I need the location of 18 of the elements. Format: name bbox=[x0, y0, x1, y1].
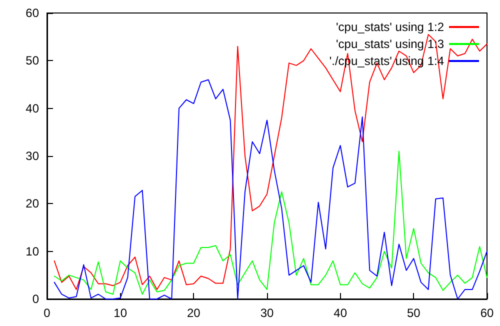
x-tick-label: 20 bbox=[186, 306, 201, 320]
x-tick-label: 30 bbox=[260, 306, 274, 320]
y-tick-label: 10 bbox=[26, 244, 40, 258]
line-series bbox=[54, 150, 488, 295]
x-tick-label: 0 bbox=[44, 306, 51, 320]
y-tick-label: 0 bbox=[32, 292, 40, 306]
x-tick-label: 40 bbox=[334, 306, 348, 320]
y-tick-label: 40 bbox=[26, 101, 40, 116]
y-tick-label: 20 bbox=[26, 196, 40, 211]
x-tick-label: 60 bbox=[480, 306, 494, 320]
y-tick-label: 60 bbox=[26, 6, 40, 20]
y-tick-label: 30 bbox=[26, 149, 40, 163]
x-tick-label: 10 bbox=[114, 306, 128, 320]
y-tick-label: 50 bbox=[26, 54, 40, 68]
legend-label: 'cpu_stats' using 1:2 bbox=[336, 20, 444, 34]
line-series bbox=[54, 34, 488, 290]
line-series bbox=[54, 79, 488, 300]
x-tick-label: 50 bbox=[406, 306, 421, 320]
